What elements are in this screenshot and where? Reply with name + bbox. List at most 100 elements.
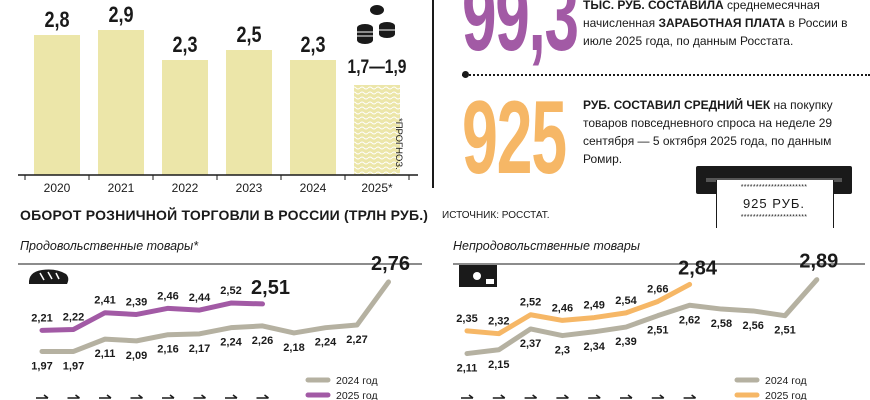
month-arrow-icon <box>620 394 633 399</box>
data-label: 2,16 <box>157 344 178 356</box>
legend-label: 2024 год <box>765 375 807 387</box>
month-arrow-icon <box>524 394 538 399</box>
bread-icon <box>26 266 70 288</box>
data-label: 2,24 <box>315 337 337 349</box>
month-arrow-icon <box>556 394 569 399</box>
month-arrow-icon <box>492 394 506 399</box>
data-label: 2,35 <box>456 313 477 325</box>
month-arrow-icon <box>130 394 143 399</box>
receipt-stars-bottom: ********************** <box>740 214 808 221</box>
month-arrow-icon <box>683 394 697 399</box>
month-arrow-icon <box>99 394 112 399</box>
bar-year-label: 2025* <box>361 181 393 195</box>
data-label: 2,58 <box>711 318 732 330</box>
coins-icon <box>355 2 399 46</box>
data-label: 1,97 <box>63 360 84 372</box>
data-label: 2,46 <box>157 290 178 302</box>
data-label: 2,22 <box>63 311 84 323</box>
data-label: 2,11 <box>95 348 116 360</box>
bar-2023 <box>226 50 272 175</box>
data-label: 2,09 <box>126 350 147 362</box>
salary-description: ТЫС. РУБ. СОСТАВИЛА среднемесячная начис… <box>583 0 853 50</box>
data-label: 2,76 <box>371 253 410 275</box>
data-label: 2,44 <box>189 292 211 304</box>
bar-value-label: 2,8 <box>44 7 70 32</box>
salary-unit: ТЫС. РУБ. СОСТАВИЛА <box>583 0 724 12</box>
month-arrow-icon <box>162 394 175 399</box>
month-arrow-icon <box>256 394 269 399</box>
data-label: 1,97 <box>31 360 52 372</box>
check-text: на покупку товаров повседневного спроса … <box>583 98 833 166</box>
data-label: 2,27 <box>346 334 367 346</box>
series-line-2024 <box>464 277 820 357</box>
receipt-paper <box>716 180 834 228</box>
check-unit: РУБ. СОСТАВИЛ СРЕДНИЙ ЧЕК <box>583 98 771 112</box>
data-label: 2,15 <box>488 359 509 371</box>
series-line-2024 <box>39 279 391 354</box>
data-label: 2,66 <box>647 283 668 295</box>
bar-value-label: 2,9 <box>108 2 134 27</box>
data-label: 2,18 <box>283 342 304 354</box>
salary-value: 99,3 <box>462 0 579 72</box>
month-arrow-icon <box>36 394 49 399</box>
receipt-amount: 925 РУБ. <box>742 196 806 211</box>
month-arrow-icon <box>193 394 206 399</box>
retail-source: ИСТОЧНИК: РОССТАТ. <box>442 210 550 221</box>
bar-2022 <box>162 60 208 175</box>
data-label: 2,37 <box>520 338 541 350</box>
data-label: 2,32 <box>488 316 509 328</box>
bar-2020 <box>34 35 80 175</box>
column-divider <box>432 0 434 188</box>
appliance-icon <box>458 264 498 288</box>
bar-2021 <box>98 30 144 175</box>
month-arrow-icon <box>225 394 238 399</box>
bar-year-label: 2020 <box>43 181 71 195</box>
bar-year-label: 2024 <box>299 181 327 195</box>
legend-label: 2025 год <box>765 390 807 400</box>
series-line-2025 <box>39 300 265 333</box>
food-line-chart: 1,97 1,97 2,11 2,09 2,16 2,17 2,24 2,26 2,18 2,24… <box>18 253 422 400</box>
nonfood-panel-title: Непродовольственные товары <box>453 239 640 253</box>
data-label: 2,21 <box>31 312 52 324</box>
forecast-note: *ПРОГНОЗ. <box>393 118 404 170</box>
legend-label: 2025 год <box>336 390 378 400</box>
data-label: 2,3 <box>555 345 570 357</box>
data-label: 2,89 <box>799 252 838 273</box>
data-label: 2,41 <box>94 295 115 307</box>
check-value: 925 <box>462 80 567 196</box>
salary-text-2: в России в июле 2025 года, по данным Рос… <box>583 16 848 48</box>
check-description: РУБ. СОСТАВИЛ СРЕДНИЙ ЧЕК на покупку тов… <box>583 96 853 168</box>
data-label: 2,51 <box>251 277 290 299</box>
data-label: 2,24 <box>220 337 242 349</box>
salary-text-1: среднемесячная начисленная <box>583 0 820 30</box>
data-label: 2,26 <box>252 335 273 347</box>
data-label: 2,17 <box>189 343 210 355</box>
retail-title: ОБОРОТ РОЗНИЧНОЙ ТОРГОВЛИ В РОССИИ (ТРЛН… <box>20 207 429 223</box>
data-label: 2,56 <box>742 320 763 332</box>
data-label: 2,39 <box>615 336 636 348</box>
bar-2024 <box>290 60 336 175</box>
data-label: 2,46 <box>552 302 573 314</box>
data-label: 2,52 <box>220 285 241 297</box>
data-label: 2,39 <box>126 296 147 308</box>
bar-value-label: 2,3 <box>172 32 198 57</box>
month-arrow-icon <box>461 394 474 399</box>
data-label: 2,11 <box>457 363 478 375</box>
receipt-stars-top: ********************** <box>740 184 808 191</box>
data-label: 2,51 <box>647 325 668 337</box>
inflation-bar-chart <box>18 30 418 180</box>
nonfood-line-chart: 2,11 2,15 2,37 2,3 2,34 2,39 2,51 2,62 2,58 2,56 2… <box>453 252 865 400</box>
series-line-2025 <box>464 281 693 337</box>
data-label: 2,49 <box>583 300 604 312</box>
month-arrow-icon <box>67 394 80 399</box>
bar-year-label: 2022 <box>171 181 199 195</box>
month-arrow-icon <box>588 394 601 399</box>
bar-year-label: 2021 <box>107 181 135 195</box>
data-label: 2,54 <box>615 295 637 307</box>
legend-label: 2024 год <box>336 375 378 387</box>
bar-2025 <box>354 85 400 175</box>
stat-separator-dot <box>462 71 469 78</box>
bar-year-label: 2023 <box>235 181 263 195</box>
data-label: 2,62 <box>679 314 700 326</box>
data-label: 2,84 <box>678 257 718 279</box>
